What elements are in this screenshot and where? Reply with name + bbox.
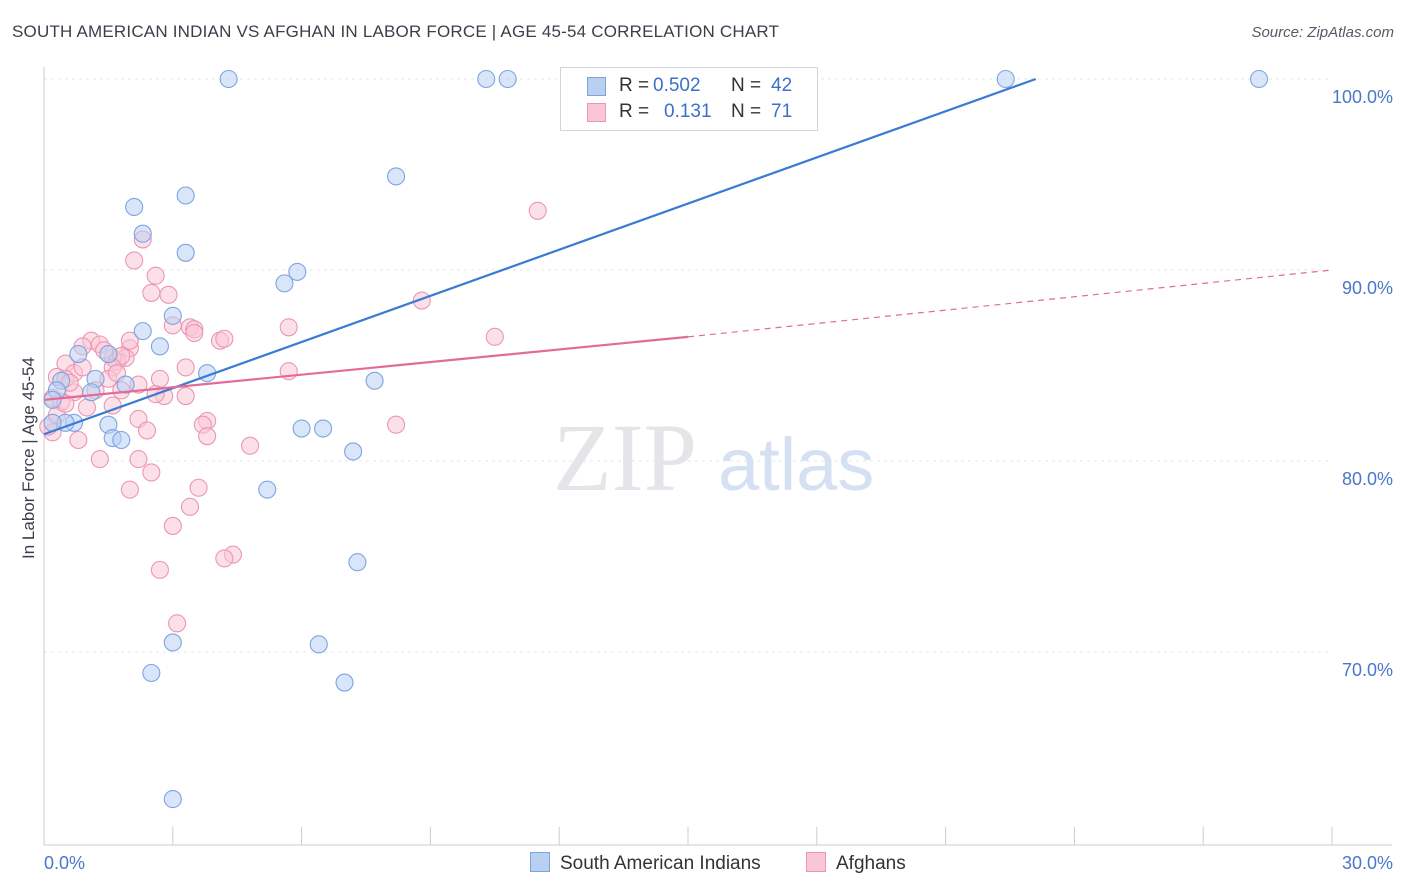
data-point: [133, 224, 152, 243]
source-label: Source: ZipAtlas.com: [1251, 24, 1394, 41]
y-tick-label: 80.0%: [1342, 469, 1393, 489]
trend-line-south-american-indians: [43, 77, 1037, 436]
data-point: [129, 450, 148, 469]
data-point: [528, 201, 547, 220]
legend-r-label: R =: [619, 101, 650, 122]
data-point: [150, 337, 169, 356]
data-point: [137, 421, 157, 440]
legend-row-south-american-indians: R = 0.502 N = 42: [561, 75, 817, 101]
data-point: [142, 463, 161, 482]
data-point: [477, 69, 496, 89]
data-point: [344, 442, 363, 461]
data-point: [387, 415, 406, 434]
data-point: [146, 266, 165, 285]
bottom-legend-south-american-indians: South American Indians: [530, 852, 761, 875]
data-point: [142, 663, 161, 683]
data-point: [215, 549, 234, 568]
trend-line-afghans-extension: [687, 269, 1333, 338]
data-point: [163, 633, 182, 652]
bottom-legend-swatch-pink: [806, 852, 826, 872]
data-point: [215, 329, 234, 348]
data-point: [163, 516, 182, 535]
data-point: [142, 283, 161, 302]
watermark-zip: ZIP: [553, 404, 697, 511]
data-point: [125, 251, 144, 270]
legend-swatch-pink: [587, 103, 606, 122]
x-tick-label: 0.0%: [44, 853, 85, 873]
data-point: [176, 387, 195, 406]
data-point: [69, 430, 88, 450]
data-point: [279, 318, 298, 337]
legend-row-afghans: R = 0.131 N = 71: [561, 101, 817, 127]
data-point: [387, 167, 406, 186]
legend-r-value: 0.131: [664, 101, 712, 122]
data-point: [163, 306, 182, 325]
bottom-legend-label: Afghans: [836, 853, 906, 874]
tick-labels: 70.0% 80.0% 90.0% 100.0% 0.0% 30.0%: [44, 87, 1393, 873]
data-point: [150, 560, 169, 579]
data-point: [180, 497, 200, 516]
data-point: [125, 197, 144, 217]
data-point: [996, 69, 1015, 89]
data-point: [258, 480, 277, 499]
data-point: [176, 186, 195, 205]
correlation-legend: R = 0.502 N = 42 R = 0.131 N = 71: [560, 67, 818, 131]
bottom-legend-label: South American Indians: [560, 853, 761, 874]
chart-title: SOUTH AMERICAN INDIAN VS AFGHAN IN LABOR…: [12, 22, 780, 41]
trend-line-afghans: [43, 335, 689, 401]
data-point: [309, 635, 328, 654]
bottom-legend-afghans: Afghans: [806, 852, 906, 875]
legend-n-value: 71: [771, 101, 793, 122]
data-point: [159, 285, 178, 304]
data-point: [77, 398, 96, 417]
data-point: [485, 327, 504, 346]
data-point: [292, 419, 311, 438]
data-point: [348, 553, 367, 572]
watermark: ZIP atlas: [553, 404, 874, 511]
south-american-indians-points: [43, 69, 1269, 809]
legend-swatch-blue: [587, 77, 606, 96]
data-point: [116, 375, 135, 394]
x-tick-label: 30.0%: [1342, 853, 1393, 873]
data-point: [219, 69, 238, 89]
data-point: [120, 480, 139, 499]
data-point: [314, 419, 333, 438]
data-point: [275, 274, 294, 293]
data-point: [185, 323, 204, 343]
data-point: [163, 790, 182, 809]
data-point: [288, 262, 307, 281]
y-tick-label: 100.0%: [1332, 87, 1393, 107]
data-point: [189, 478, 208, 497]
data-point: [82, 383, 101, 402]
data-point: [120, 331, 139, 350]
legend-n-label: N =: [731, 101, 762, 122]
legend-r-label: R =: [619, 75, 650, 96]
data-point: [335, 673, 354, 692]
data-point: [498, 69, 517, 89]
data-point: [150, 369, 169, 388]
bottom-legend-swatch-blue: [530, 852, 550, 872]
legend-n-label: N =: [731, 75, 762, 96]
data-point: [90, 450, 109, 469]
data-point: [176, 243, 195, 262]
data-point: [168, 614, 187, 633]
data-point: [365, 371, 384, 390]
data-point: [69, 344, 88, 364]
data-point: [198, 427, 217, 446]
data-point: [99, 344, 118, 364]
legend-n-value: 42: [771, 75, 793, 96]
watermark-atlas: atlas: [718, 423, 874, 506]
y-axis-label: In Labor Force | Age 45-54: [19, 357, 38, 559]
data-point: [112, 430, 131, 450]
y-tick-label: 70.0%: [1342, 660, 1393, 680]
y-tick-label: 90.0%: [1342, 278, 1393, 298]
data-point: [176, 358, 195, 377]
trend-lines: [43, 77, 1333, 436]
legend-r-value: 0.502: [653, 75, 701, 96]
data-point: [1249, 69, 1269, 89]
data-point: [133, 322, 152, 341]
data-point: [241, 436, 260, 455]
axes: [43, 67, 1392, 846]
